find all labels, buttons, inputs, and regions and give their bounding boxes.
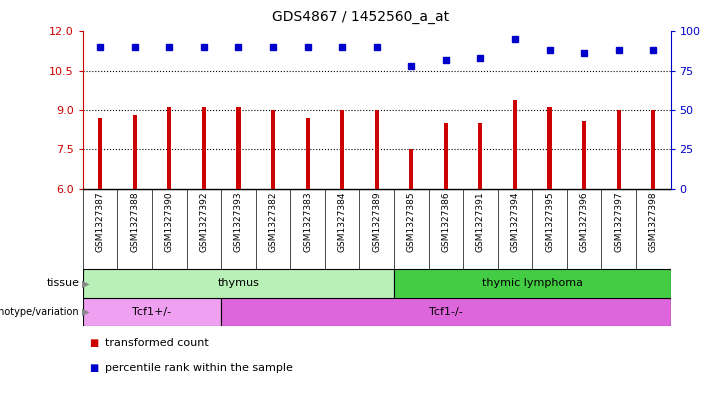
Text: GSM1327398: GSM1327398 [649, 191, 658, 252]
Text: GSM1327387: GSM1327387 [96, 191, 105, 252]
Bar [221, 298, 671, 326]
Bar [306, 118, 309, 189]
Bar [651, 110, 655, 189]
Text: ■: ■ [89, 363, 98, 373]
Text: GSM1327394: GSM1327394 [510, 191, 520, 252]
Bar [83, 298, 221, 326]
Text: GSM1327393: GSM1327393 [234, 191, 243, 252]
Text: GDS4867 / 1452560_a_at: GDS4867 / 1452560_a_at [272, 10, 449, 24]
Text: GSM1327385: GSM1327385 [407, 191, 416, 252]
Text: GSM1327384: GSM1327384 [337, 191, 347, 252]
Bar [616, 110, 621, 189]
Bar [582, 121, 586, 189]
Bar [478, 123, 482, 189]
Text: ▶: ▶ [82, 278, 89, 288]
Bar [271, 110, 275, 189]
Bar [236, 107, 241, 189]
Text: GSM1327382: GSM1327382 [268, 191, 278, 252]
Bar [513, 99, 517, 189]
Bar [444, 123, 448, 189]
Text: GSM1327397: GSM1327397 [614, 191, 623, 252]
Text: GSM1327392: GSM1327392 [200, 191, 208, 252]
Text: tissue: tissue [46, 278, 79, 288]
Bar [167, 107, 172, 189]
Bar [133, 115, 137, 189]
Bar [394, 269, 671, 298]
Text: GSM1327386: GSM1327386 [441, 191, 451, 252]
Text: thymus: thymus [218, 278, 260, 288]
Bar [202, 107, 206, 189]
Bar [98, 118, 102, 189]
Text: GSM1327395: GSM1327395 [545, 191, 554, 252]
Text: ▶: ▶ [82, 307, 89, 317]
Text: GSM1327390: GSM1327390 [165, 191, 174, 252]
Text: thymic lymphoma: thymic lymphoma [482, 278, 583, 288]
Text: Tcf1+/-: Tcf1+/- [133, 307, 172, 317]
Text: GSM1327383: GSM1327383 [303, 191, 312, 252]
Text: genotype/variation: genotype/variation [0, 307, 79, 317]
Text: Tcf1-/-: Tcf1-/- [429, 307, 463, 317]
Text: GSM1327396: GSM1327396 [580, 191, 588, 252]
Text: GSM1327391: GSM1327391 [476, 191, 485, 252]
Text: transformed count: transformed count [105, 338, 208, 347]
Bar [547, 107, 552, 189]
Text: percentile rank within the sample: percentile rank within the sample [105, 363, 293, 373]
Text: GSM1327388: GSM1327388 [131, 191, 139, 252]
Text: GSM1327389: GSM1327389 [372, 191, 381, 252]
Bar [83, 269, 394, 298]
Bar [375, 110, 379, 189]
Text: ■: ■ [89, 338, 98, 347]
Bar [340, 110, 344, 189]
Bar [410, 149, 413, 189]
